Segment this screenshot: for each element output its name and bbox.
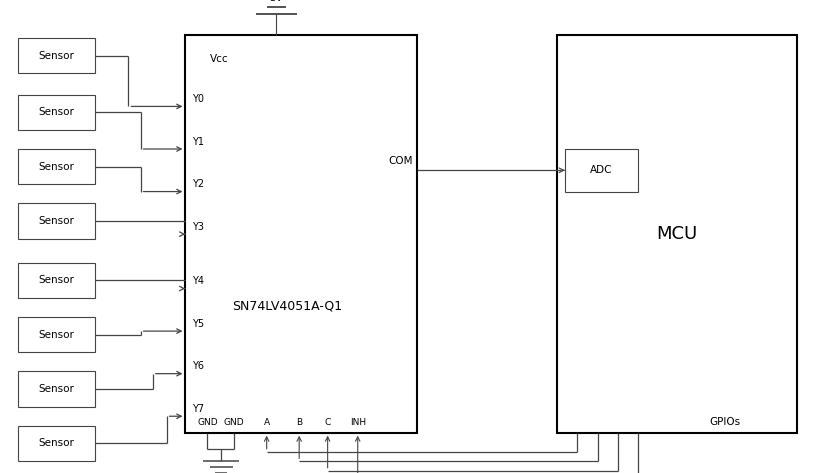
Text: 5V: 5V (270, 0, 283, 3)
Text: A: A (263, 418, 270, 427)
Text: INH: INH (350, 418, 366, 427)
Bar (18, 426, 95, 461)
Text: Y0: Y0 (192, 94, 204, 104)
Text: Y3: Y3 (192, 222, 204, 232)
Bar (18, 317, 95, 352)
Bar (565, 149, 638, 192)
Bar (557, 35, 797, 433)
Text: Y6: Y6 (192, 361, 204, 371)
Text: Vcc: Vcc (210, 54, 228, 64)
Text: Sensor: Sensor (38, 275, 75, 285)
Text: Sensor: Sensor (38, 216, 75, 226)
Text: SN74LV4051A-Q1: SN74LV4051A-Q1 (233, 299, 342, 312)
Bar (18, 371, 95, 407)
Bar (18, 149, 95, 184)
Text: GND: GND (197, 418, 218, 427)
Text: Sensor: Sensor (38, 330, 75, 340)
Text: Sensor: Sensor (38, 162, 75, 172)
Text: Sensor: Sensor (38, 51, 75, 61)
Bar (18, 203, 95, 239)
Text: Y5: Y5 (192, 319, 204, 329)
Text: GPIOs: GPIOs (709, 417, 741, 427)
Text: Sensor: Sensor (38, 107, 75, 117)
Text: B: B (296, 418, 302, 427)
Text: MCU: MCU (656, 225, 698, 243)
Text: Y1: Y1 (192, 137, 204, 147)
Text: Y2: Y2 (192, 179, 204, 189)
Bar (18, 38, 95, 73)
Text: Y4: Y4 (192, 276, 204, 286)
Bar (18, 263, 95, 298)
Bar (185, 35, 417, 433)
Text: COM: COM (389, 157, 413, 166)
Text: ADC: ADC (590, 165, 613, 175)
Text: Sensor: Sensor (38, 384, 75, 394)
Text: C: C (324, 418, 331, 427)
Text: Sensor: Sensor (38, 438, 75, 448)
Bar (18, 95, 95, 130)
Text: Y7: Y7 (192, 404, 204, 414)
Text: GND: GND (224, 418, 245, 427)
